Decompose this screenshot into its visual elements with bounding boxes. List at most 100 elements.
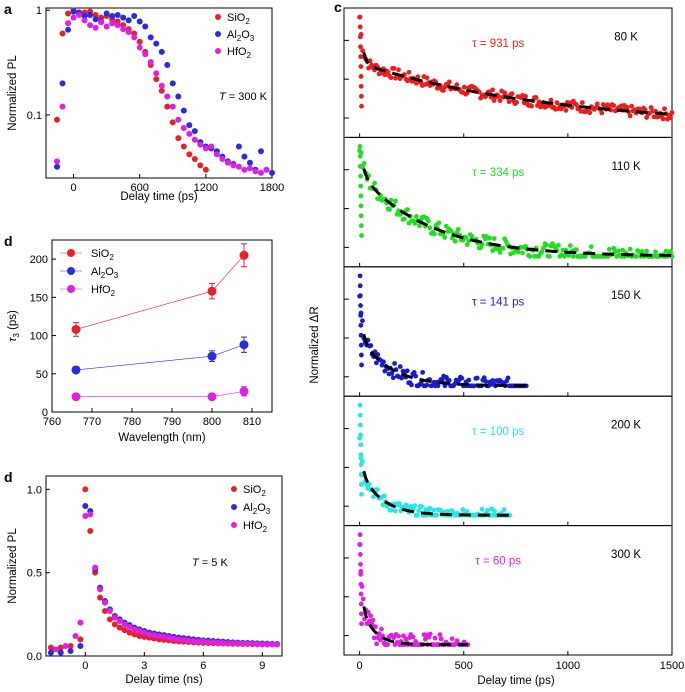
panel-c-point bbox=[402, 216, 407, 222]
panel-a-point bbox=[197, 141, 204, 148]
panel-a-point bbox=[81, 17, 88, 24]
panel-a-point bbox=[213, 151, 220, 158]
panel-a-point bbox=[164, 93, 171, 100]
panel-d2-point bbox=[87, 528, 94, 534]
panel-a-point bbox=[235, 143, 242, 150]
panel-c-point bbox=[627, 113, 633, 119]
panel-a-point bbox=[59, 80, 66, 87]
panel-d2-ytick-label: 0.5 bbox=[27, 568, 42, 580]
panel-c-point bbox=[434, 512, 440, 518]
panel-c-point bbox=[427, 225, 433, 231]
panel-c-point bbox=[419, 504, 424, 509]
panel-d2-point bbox=[210, 639, 217, 646]
panel-c-point bbox=[358, 352, 364, 358]
panel-c-point bbox=[406, 69, 412, 75]
panel-d2-point bbox=[249, 641, 256, 647]
panel-c-point bbox=[357, 552, 363, 557]
panel-a-point bbox=[98, 19, 105, 26]
panel-d2-annotation-value: = 5 K bbox=[199, 557, 229, 569]
panel-c-point bbox=[479, 506, 485, 512]
panel-d1-xtick-label: 810 bbox=[243, 416, 261, 428]
panel-c-point bbox=[548, 97, 554, 103]
panel-d2-point bbox=[131, 626, 138, 633]
panel-c-point bbox=[357, 153, 363, 159]
panel-a-point bbox=[269, 169, 275, 176]
panel-d2-point bbox=[200, 638, 207, 645]
panel-c-point bbox=[360, 596, 366, 602]
panel-c-point bbox=[372, 180, 377, 186]
panel-d1-ytick-label: 50 bbox=[36, 369, 48, 381]
panel-c-point bbox=[359, 103, 364, 109]
panel-c-subplot-frame bbox=[343, 525, 673, 656]
panel-c-point bbox=[500, 245, 506, 251]
panel-d2-point bbox=[244, 640, 251, 647]
panel-a-xtick-label: 1800 bbox=[260, 182, 284, 194]
panel-a-point bbox=[142, 23, 149, 30]
panel-c-point bbox=[357, 293, 363, 299]
panel-label-d2: d bbox=[4, 469, 13, 485]
d2-legend-label-al2o3: Al2O3 bbox=[243, 502, 271, 516]
panel-a-annotation-value: = 300 K bbox=[226, 91, 268, 103]
panel-c-point bbox=[358, 183, 364, 189]
panel-d2-point bbox=[47, 649, 54, 656]
panel-c-point bbox=[466, 238, 472, 244]
panel-a-point bbox=[241, 166, 248, 173]
panel-d1-xtick-label: 770 bbox=[83, 416, 101, 428]
panel-c-point bbox=[653, 249, 658, 255]
panel-c-point bbox=[427, 505, 433, 511]
panel-d2-xtick-label: 6 bbox=[200, 660, 206, 672]
panel-c-point bbox=[439, 377, 445, 383]
panel-c-tau-label: τ = 100 ps bbox=[472, 426, 524, 438]
panel-d2-xtick-label: 3 bbox=[141, 660, 147, 672]
panel-c-point bbox=[358, 213, 364, 219]
panel-c-point bbox=[358, 193, 364, 199]
panel-c-point bbox=[573, 247, 579, 252]
panel-d2-point bbox=[175, 636, 182, 643]
panel-c-point bbox=[388, 75, 394, 81]
panel-d1-point bbox=[71, 365, 81, 375]
panel-c-point bbox=[431, 507, 437, 513]
panel-a-point bbox=[136, 18, 143, 25]
panel-a-point bbox=[65, 20, 72, 27]
panel-c-point bbox=[520, 250, 525, 256]
panel-a-point bbox=[175, 93, 182, 100]
panel-c-point bbox=[427, 631, 433, 637]
panel-a-point bbox=[158, 82, 165, 89]
panel-d2-point bbox=[274, 641, 281, 648]
panel-c-point bbox=[375, 487, 380, 493]
panel-a-point bbox=[241, 153, 248, 160]
panel-a-point bbox=[103, 23, 110, 30]
panel-c-point bbox=[358, 452, 364, 458]
panel-a-frame bbox=[45, 7, 273, 179]
panel-d2-annotation: T = 5 K bbox=[192, 557, 228, 569]
panel-d2-point bbox=[97, 594, 104, 601]
panel-a-xtick-label: 600 bbox=[131, 182, 149, 194]
panel-c-point bbox=[359, 233, 364, 238]
panel-d1-point bbox=[71, 324, 81, 334]
panel-c-point bbox=[514, 100, 519, 105]
d2-legend-marker-hfo2 bbox=[231, 522, 237, 528]
panel-a-point bbox=[125, 17, 132, 24]
panel-d2-point bbox=[185, 637, 192, 644]
panel-c-point bbox=[358, 571, 364, 577]
panel-c-point bbox=[368, 613, 373, 619]
panel-a-ticks: 0 600 1200 1800 0.1 1 bbox=[27, 5, 285, 194]
panel-a-point bbox=[120, 14, 127, 21]
panel-c-point bbox=[476, 89, 482, 95]
panel-c-point bbox=[464, 242, 470, 248]
panel-d2-point bbox=[121, 627, 128, 634]
panel-d1-point bbox=[71, 392, 81, 402]
panel-c-point bbox=[393, 198, 398, 204]
panel-d1-point bbox=[239, 386, 249, 396]
panel-c-xtick-label: 500 bbox=[455, 660, 473, 672]
panel-d2-point bbox=[92, 564, 99, 571]
panel-d2-frame bbox=[45, 475, 283, 657]
d2-legend-label-hfo2: HfO2 bbox=[243, 520, 268, 534]
panel-c-point bbox=[377, 637, 383, 643]
panel-c-point bbox=[359, 362, 364, 368]
d2-legend-marker-al2o3 bbox=[231, 504, 237, 510]
panel-c-point bbox=[390, 375, 396, 381]
panel-a-point bbox=[92, 16, 99, 23]
panel-c-point bbox=[374, 360, 379, 366]
